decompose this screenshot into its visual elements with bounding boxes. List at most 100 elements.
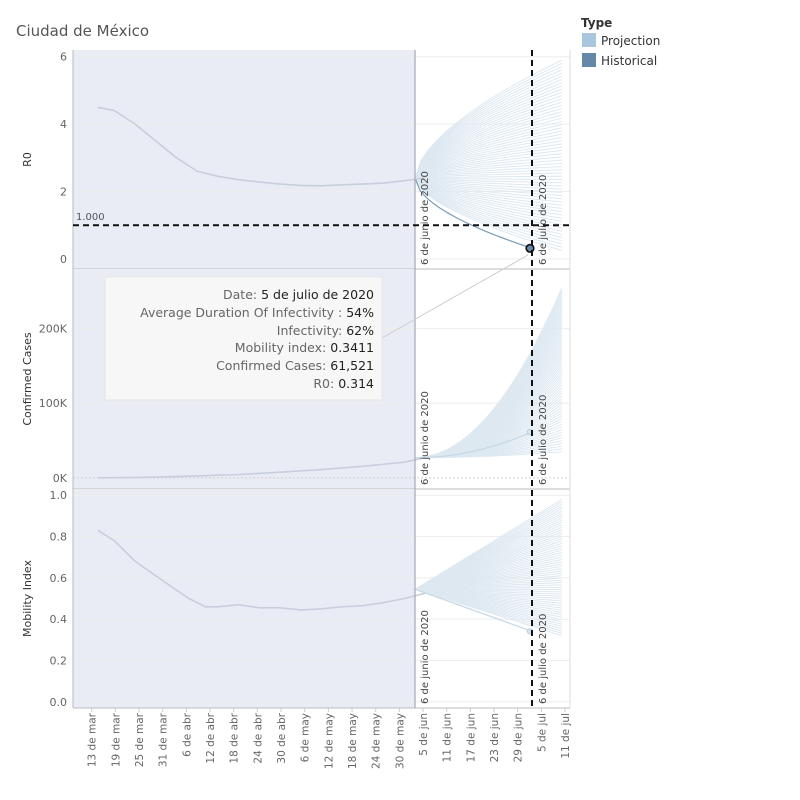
projection-path[interactable] bbox=[414, 101, 563, 179]
projection-path[interactable] bbox=[414, 104, 563, 179]
legend: Type Projection Historical bbox=[581, 16, 660, 68]
projection-path[interactable] bbox=[414, 143, 563, 179]
x-tick-label: 12 de abr bbox=[205, 712, 217, 763]
tooltip: Date: 5 de julio de 2020 Average Duratio… bbox=[104, 276, 383, 401]
projection-path[interactable] bbox=[414, 140, 563, 179]
projection-path[interactable] bbox=[414, 177, 563, 213]
projection-path[interactable] bbox=[414, 175, 562, 179]
legend-swatch-projection[interactable] bbox=[582, 33, 596, 47]
projection-path[interactable] bbox=[414, 287, 563, 459]
historical-region bbox=[73, 489, 415, 708]
y-tick-label: 1.0 bbox=[50, 489, 68, 502]
projection-path[interactable] bbox=[414, 177, 563, 197]
historical-line[interactable] bbox=[97, 529, 426, 611]
projection-path[interactable] bbox=[414, 146, 563, 179]
projection-path[interactable] bbox=[414, 177, 563, 235]
projection-path[interactable] bbox=[414, 177, 562, 180]
projection-path[interactable] bbox=[414, 156, 563, 179]
projection-path[interactable] bbox=[414, 85, 563, 179]
x-tick-label: 18 de abr bbox=[229, 712, 241, 763]
projection-path[interactable] bbox=[414, 177, 563, 206]
projection-path[interactable] bbox=[414, 177, 563, 184]
y-tick-label: 0.8 bbox=[50, 531, 68, 544]
projection-path[interactable] bbox=[414, 98, 563, 179]
projection-path[interactable] bbox=[414, 166, 563, 179]
selected-projection-path[interactable] bbox=[414, 588, 533, 632]
projection-path[interactable] bbox=[414, 72, 563, 179]
projection-path[interactable] bbox=[414, 82, 563, 179]
y-tick-label: 0.2 bbox=[50, 654, 68, 667]
projection-path[interactable] bbox=[414, 177, 563, 187]
projection-path[interactable] bbox=[414, 111, 563, 179]
projection-path[interactable] bbox=[414, 177, 563, 245]
x-tick-label: 11 de jul bbox=[560, 713, 572, 759]
projection-path[interactable] bbox=[414, 177, 563, 193]
projection-path[interactable] bbox=[414, 137, 563, 179]
tooltip-row-date: Date: 5 de julio de 2020 bbox=[223, 287, 374, 302]
projection-path[interactable] bbox=[414, 124, 563, 179]
reference-line-label: 1.000 bbox=[76, 212, 105, 223]
projection-path[interactable] bbox=[414, 177, 563, 190]
legend-label-projection[interactable]: Projection bbox=[601, 34, 660, 48]
legend-label-historical[interactable]: Historical bbox=[601, 54, 657, 68]
projection-path[interactable] bbox=[414, 66, 563, 179]
projection-path[interactable] bbox=[414, 159, 563, 179]
x-tick-label: 31 de mar bbox=[158, 712, 170, 767]
panel-2[interactable]: 0.0 0.2 0.4 0.6 0.8 1.0 Mobility Index 6 de jun… bbox=[21, 489, 571, 709]
historical-region bbox=[73, 50, 415, 269]
tooltip-row-mobility: Mobility index: 0.3411 bbox=[235, 340, 374, 355]
projection-path[interactable] bbox=[414, 177, 563, 239]
history-end-label: 6 de junio de 2020 bbox=[420, 391, 431, 485]
y-tick-label: 0.0 bbox=[50, 696, 68, 709]
tooltip-row-cases: Confirmed Cases: 61,521 bbox=[216, 358, 374, 373]
chart-title: Ciudad de México bbox=[16, 22, 149, 40]
projection-path[interactable] bbox=[414, 177, 563, 209]
tooltip-row-infectivity: Infectivity: 62% bbox=[277, 323, 374, 338]
projection-path[interactable] bbox=[414, 172, 563, 179]
projection-path[interactable] bbox=[414, 177, 563, 222]
projection-path[interactable] bbox=[414, 498, 563, 590]
projection-path[interactable] bbox=[414, 62, 563, 179]
projection-path[interactable] bbox=[414, 69, 563, 179]
projection-path[interactable] bbox=[414, 169, 563, 179]
projection-path[interactable] bbox=[414, 91, 563, 179]
plot-area[interactable]: 0 2 4 6 R0 6 de junio de 2020 6 de julio de 20… bbox=[21, 50, 572, 769]
y-axis-label: Confirmed Cases bbox=[21, 332, 34, 426]
projection-path[interactable] bbox=[414, 114, 563, 179]
projection-path[interactable] bbox=[414, 177, 563, 203]
selected-date-label: 6 de julio de 2020 bbox=[538, 175, 549, 265]
projection-path[interactable] bbox=[414, 95, 563, 179]
projection-path[interactable] bbox=[414, 162, 563, 179]
projection-path[interactable] bbox=[414, 177, 563, 216]
x-tick-label: 24 de may bbox=[371, 713, 383, 769]
projection-path[interactable] bbox=[414, 177, 563, 219]
selected-projection-path[interactable] bbox=[414, 431, 533, 459]
y-tick-label: 100K bbox=[39, 397, 68, 410]
projection-path[interactable] bbox=[414, 149, 563, 179]
projection-path[interactable] bbox=[414, 177, 563, 229]
projection-path[interactable] bbox=[414, 120, 563, 179]
projection-path[interactable] bbox=[414, 177, 563, 200]
x-tick-label: 5 de jun bbox=[418, 713, 430, 756]
panel-0[interactable]: 0 2 4 6 R0 6 de junio de 2020 6 de julio de 20… bbox=[21, 50, 571, 270]
tooltip-row-r0: R0: 0.314 bbox=[313, 376, 374, 391]
projection-path[interactable] bbox=[414, 127, 563, 179]
projection-path[interactable] bbox=[414, 177, 563, 226]
x-tick-label: 30 de may bbox=[394, 713, 406, 769]
x-tick-label: 6 de abr bbox=[181, 712, 193, 757]
projection-path[interactable] bbox=[414, 153, 563, 179]
projection-path[interactable] bbox=[414, 130, 563, 179]
projection-path[interactable] bbox=[414, 117, 563, 179]
projection-path[interactable] bbox=[414, 177, 563, 248]
projection-path[interactable] bbox=[414, 75, 563, 179]
historical-line[interactable] bbox=[97, 456, 426, 479]
tooltip-box bbox=[104, 276, 383, 401]
projection-path[interactable] bbox=[414, 88, 563, 179]
historical-line[interactable] bbox=[97, 106, 426, 187]
legend-swatch-historical[interactable] bbox=[582, 53, 596, 67]
projection-path[interactable] bbox=[414, 108, 563, 179]
projection-path[interactable] bbox=[414, 177, 563, 242]
projection-path[interactable] bbox=[414, 59, 563, 179]
projection-path[interactable] bbox=[414, 133, 563, 179]
projection-path[interactable] bbox=[414, 79, 563, 179]
